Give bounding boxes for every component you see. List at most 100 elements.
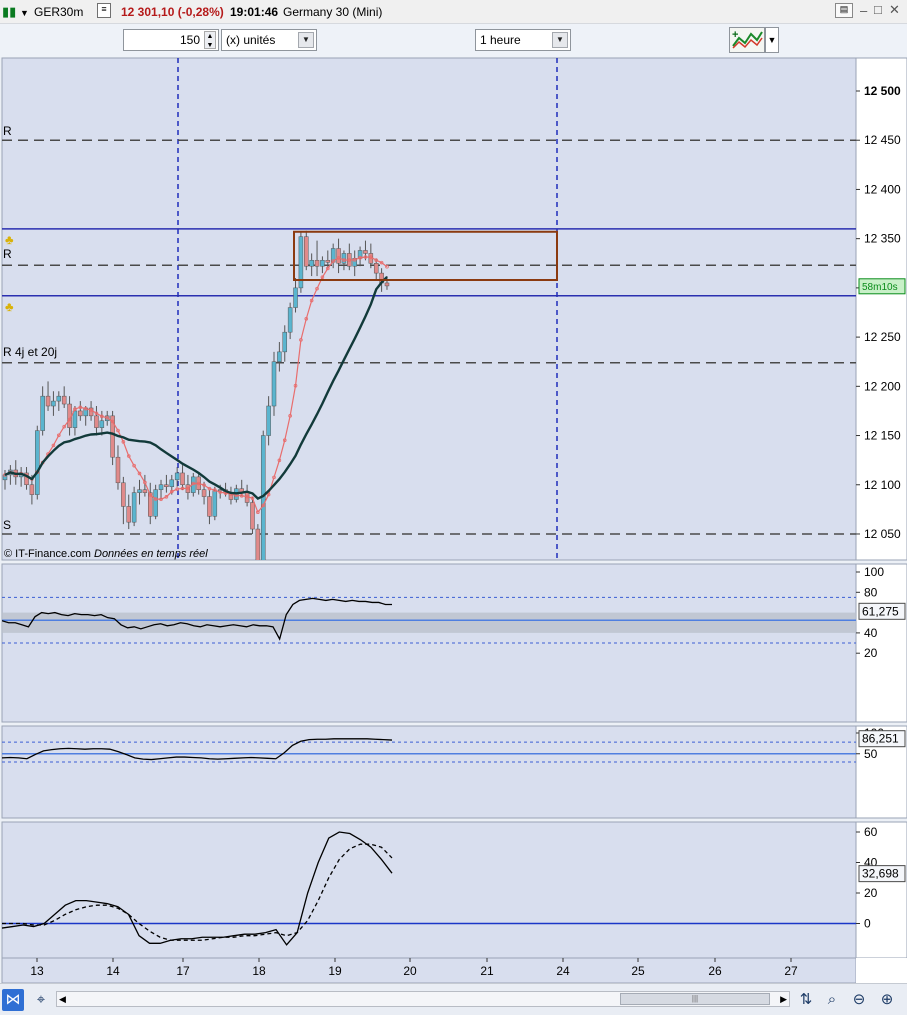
- spin-arrows-icon[interactable]: ▲ ▼: [204, 31, 216, 49]
- minimize-icon[interactable]: –: [860, 3, 868, 18]
- candle: [126, 494, 131, 530]
- candle: [148, 482, 153, 525]
- chevron-down-icon[interactable]: ▼: [552, 32, 568, 48]
- units-stepper[interactable]: 150 ▲ ▼: [123, 29, 219, 51]
- current-value-label: 86,251: [862, 732, 899, 746]
- x-tick-label: 20: [403, 964, 417, 978]
- candle-body: [169, 479, 175, 487]
- chevron-down-icon[interactable]: ▼: [298, 32, 314, 48]
- ma-fast-point: [379, 260, 384, 265]
- level-label-2: R 4j et 20j: [3, 345, 57, 359]
- ma-fast-point: [110, 419, 115, 424]
- symbol-label[interactable]: GER30m: [34, 5, 84, 19]
- candle: [40, 386, 45, 436]
- ma-fast-point: [153, 497, 158, 501]
- ma-fast-point: [342, 258, 346, 262]
- scroll-right-icon[interactable]: ▶: [780, 994, 787, 1004]
- ma-fast-point: [83, 406, 88, 411]
- y-tick-label: 40: [864, 626, 878, 640]
- ma-fast-point: [293, 383, 298, 388]
- candle: [121, 476, 126, 525]
- ma-fast-point: [277, 458, 282, 463]
- candle-body: [314, 260, 320, 267]
- share-icon[interactable]: ⋈: [2, 989, 24, 1011]
- candle: [94, 406, 99, 436]
- candle-body: [174, 472, 180, 481]
- ma-fast-point: [89, 408, 93, 412]
- horizontal-scrollbar[interactable]: ◀ ||| ▶: [56, 991, 790, 1007]
- candle-body: [293, 287, 298, 308]
- candle: [174, 467, 180, 487]
- chart-toolbar: 150 ▲ ▼ (x) unités ▼ 1 heure ▼ + ▼: [0, 24, 907, 57]
- candle-body: [110, 415, 115, 458]
- candle: [137, 479, 142, 505]
- ma-fast-point: [191, 481, 196, 486]
- panel-2-background: [1, 725, 857, 819]
- x-tick-label: 13: [30, 964, 44, 978]
- candle-body: [40, 395, 45, 431]
- candle-body: [363, 250, 368, 254]
- x-axis-strip: [1, 957, 857, 983]
- panel-0-y-axis: [855, 57, 907, 561]
- zoom-area-icon[interactable]: ⌕: [827, 991, 837, 1008]
- candle-body: [61, 395, 67, 405]
- y-tick-label: 12 400: [864, 182, 901, 196]
- candle-body: [45, 395, 51, 407]
- candle: [314, 240, 320, 277]
- candle-body: [260, 435, 266, 560]
- units-select[interactable]: (x) unités ▼: [221, 29, 317, 51]
- chart-area[interactable]: R R R 4j et 20j S ♣ ♣ © IT-Finance.com Données …: [0, 57, 907, 983]
- timeframe-select[interactable]: 1 heure ▼: [475, 29, 571, 51]
- panel-0-background: [1, 57, 857, 561]
- bell-icon: ♣: [5, 299, 14, 314]
- scroll-left-icon[interactable]: ◀: [59, 994, 66, 1004]
- zoom-in-icon[interactable]: ⊕: [880, 991, 894, 1008]
- ma-fast-point: [116, 428, 120, 433]
- ma-fast-point: [385, 264, 389, 269]
- info-icon[interactable]: ≡: [97, 3, 111, 18]
- candle: [88, 401, 94, 421]
- candle: [287, 302, 293, 340]
- candle-body: [72, 410, 78, 428]
- ma-fast-point: [73, 407, 77, 411]
- candle-body: [137, 489, 142, 493]
- indicator-panel-1: [2, 596, 856, 644]
- scroll-thumb[interactable]: |||: [620, 993, 770, 1005]
- zoom-out-icon[interactable]: ⊖: [852, 991, 866, 1008]
- y-tick-label: 60: [864, 825, 878, 839]
- candle: [72, 406, 78, 436]
- countdown-label: 58m10s: [862, 282, 898, 293]
- candle: [24, 467, 29, 490]
- candle-body: [212, 490, 218, 517]
- list-icon[interactable]: ▤: [835, 3, 853, 18]
- y-tick-label: 12 450: [864, 133, 901, 147]
- add-indicator-button[interactable]: +: [729, 27, 765, 53]
- ma-fast-point: [186, 486, 190, 491]
- current-value-badge: [858, 865, 906, 883]
- symbol-dropdown-icon[interactable]: ▼: [20, 8, 29, 18]
- units-label: (x) unités: [226, 33, 276, 47]
- countdown-badge: [858, 278, 906, 295]
- indicator-dropdown-button[interactable]: ▼: [765, 27, 779, 53]
- candle: [250, 496, 255, 534]
- candle-body: [99, 420, 105, 428]
- candle-body: [35, 430, 40, 495]
- ma-fast-point: [272, 475, 276, 480]
- restore-icon[interactable]: □: [874, 2, 882, 17]
- ma-fast-point: [315, 286, 319, 291]
- candle-body: [287, 307, 293, 333]
- current-value-label: 32,698: [862, 867, 899, 881]
- ma-fast-point: [282, 438, 287, 443]
- indicator-line: [2, 738, 393, 761]
- close-icon[interactable]: ✕: [889, 2, 900, 17]
- crosshair-icon[interactable]: ⌖: [36, 991, 46, 1008]
- candle-body: [164, 484, 169, 487]
- autoscale-icon[interactable]: ⇅: [799, 991, 813, 1008]
- candle: [282, 325, 288, 362]
- x-tick-label: 21: [480, 964, 494, 978]
- ma-fast-point: [121, 440, 126, 444]
- candle: [61, 386, 67, 408]
- y-tick-label: 20: [864, 646, 878, 660]
- candle: [336, 238, 341, 274]
- ma-fast-point: [245, 494, 249, 499]
